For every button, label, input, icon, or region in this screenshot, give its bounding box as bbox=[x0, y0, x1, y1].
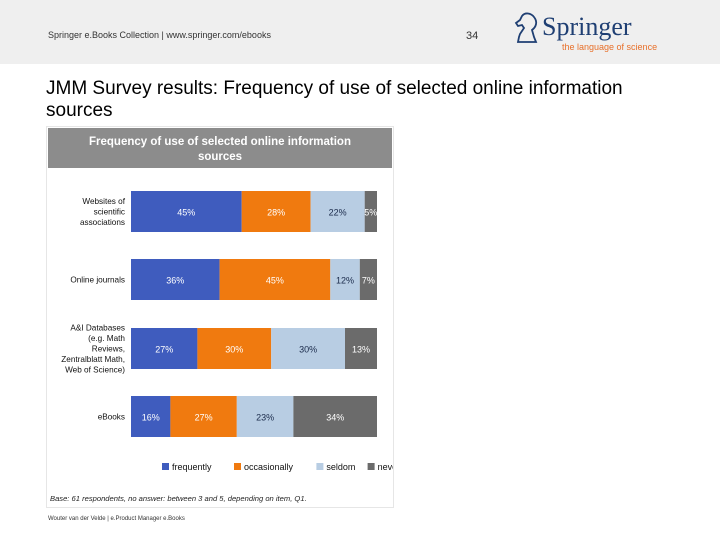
stacked-bar-chart: Frequency of use of selected online info… bbox=[48, 128, 400, 503]
data-label-frequently-1: 36% bbox=[166, 276, 184, 286]
category-label-0: Websites of scientific associations bbox=[80, 197, 126, 227]
data-label-never-1: 7% bbox=[362, 276, 375, 286]
legend-label-seldom: seldom bbox=[326, 462, 355, 472]
legend-label-frequently: frequently bbox=[172, 462, 212, 472]
bar-occasionally-1 bbox=[219, 259, 331, 300]
chess-knight-icon bbox=[514, 12, 538, 43]
chart-title-line-2: sources bbox=[198, 151, 242, 163]
data-label-seldom-3: 23% bbox=[256, 413, 274, 423]
bar-occasionally-0 bbox=[241, 191, 311, 232]
data-label-occasionally-0: 28% bbox=[267, 208, 285, 218]
bar-seldom-1 bbox=[330, 259, 360, 300]
category-label-3: eBooks bbox=[98, 413, 125, 422]
bar-seldom-0 bbox=[310, 191, 365, 232]
data-label-seldom-2: 30% bbox=[299, 345, 317, 355]
data-label-occasionally-3: 27% bbox=[195, 413, 213, 423]
bar-frequently-2 bbox=[131, 328, 198, 369]
bar-frequently-0 bbox=[131, 191, 242, 232]
legend-label-occasionally: occasionally bbox=[244, 462, 294, 472]
data-label-frequently-3: 16% bbox=[142, 413, 160, 423]
bar-occasionally-2 bbox=[197, 328, 272, 369]
data-label-never-0: 5% bbox=[364, 208, 377, 218]
bar-occasionally-3 bbox=[170, 396, 237, 437]
header-collection-text: Springer e.Books Collection | www.spring… bbox=[48, 30, 271, 40]
chart-note: Base: 61 respondents, no answer: between… bbox=[50, 494, 307, 503]
data-label-seldom-1: 12% bbox=[336, 276, 354, 286]
bar-seldom-2 bbox=[271, 328, 345, 369]
data-label-never-2: 13% bbox=[352, 345, 370, 355]
springer-logo: Springer the language of science bbox=[512, 8, 672, 56]
bar-frequently-1 bbox=[131, 259, 220, 300]
chart-title-band bbox=[48, 128, 392, 168]
data-label-frequently-0: 45% bbox=[177, 208, 195, 218]
bar-never-3 bbox=[293, 396, 377, 437]
footer-text: Wouter van der Velde | e.Product Manager… bbox=[48, 516, 185, 522]
bar-never-0 bbox=[364, 191, 377, 232]
legend-swatch-occasionally bbox=[234, 463, 241, 470]
bar-never-2 bbox=[345, 328, 377, 369]
slide-title: JMM Survey results: Frequency of use of … bbox=[46, 78, 623, 121]
legend-swatch-frequently bbox=[162, 463, 169, 470]
page-number: 34 bbox=[466, 30, 479, 42]
bar-seldom-3 bbox=[236, 396, 294, 437]
data-label-seldom-0: 22% bbox=[329, 208, 347, 218]
data-label-frequently-2: 27% bbox=[155, 345, 173, 355]
category-label-1: Online journals bbox=[70, 276, 125, 285]
logo-wordmark: Springer bbox=[542, 12, 632, 41]
legend-swatch-seldom bbox=[316, 463, 324, 470]
chart-title: Frequency of use of selected online info… bbox=[89, 136, 351, 148]
data-label-occasionally-1: 45% bbox=[266, 276, 284, 286]
data-label-occasionally-2: 30% bbox=[225, 345, 243, 355]
logo-tagline: the language of science bbox=[562, 42, 658, 52]
category-label-2: A&I Databases (e.g. Math Reviews, Zentralbl… bbox=[61, 324, 125, 375]
header-band bbox=[0, 0, 720, 64]
bar-frequently-3 bbox=[131, 396, 171, 437]
legend-label-never: never bbox=[378, 462, 393, 472]
data-label-never-3: 34% bbox=[326, 413, 344, 423]
chart-container: Frequency of use of selected online info… bbox=[46, 126, 400, 508]
legend-swatch-never bbox=[367, 463, 375, 470]
bar-never-1 bbox=[359, 259, 377, 300]
